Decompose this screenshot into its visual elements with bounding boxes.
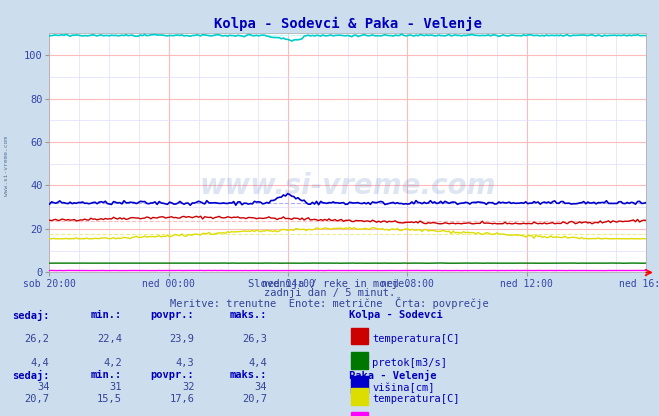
Text: Kolpa - Sodevci: Kolpa - Sodevci: [349, 310, 443, 320]
Text: 20,7: 20,7: [242, 394, 267, 404]
Text: temperatura[C]: temperatura[C]: [372, 394, 460, 404]
Text: www.si-vreme.com: www.si-vreme.com: [200, 172, 496, 201]
Text: www.si-vreme.com: www.si-vreme.com: [4, 136, 9, 196]
Text: min.:: min.:: [91, 310, 122, 320]
Text: Paka - Velenje: Paka - Velenje: [349, 370, 437, 381]
Text: 31: 31: [109, 382, 122, 392]
Title: Kolpa - Sodevci & Paka - Velenje: Kolpa - Sodevci & Paka - Velenje: [214, 17, 482, 31]
Text: sedaj:: sedaj:: [12, 370, 49, 381]
Text: sedaj:: sedaj:: [12, 310, 49, 321]
Text: povpr.:: povpr.:: [151, 370, 194, 380]
Text: višina[cm]: višina[cm]: [372, 382, 435, 393]
Text: 23,9: 23,9: [169, 334, 194, 344]
Text: 4,2: 4,2: [103, 358, 122, 368]
Text: min.:: min.:: [91, 370, 122, 380]
Text: 15,5: 15,5: [97, 394, 122, 404]
Text: 20,7: 20,7: [24, 394, 49, 404]
Text: 4,3: 4,3: [176, 358, 194, 368]
Text: maks.:: maks.:: [229, 370, 267, 380]
Text: zadnji dan / 5 minut.: zadnji dan / 5 minut.: [264, 288, 395, 298]
Text: maks.:: maks.:: [229, 310, 267, 320]
Text: Meritve: trenutne  Enote: metrične  Črta: povprečje: Meritve: trenutne Enote: metrične Črta: …: [170, 297, 489, 309]
Text: 34: 34: [37, 382, 49, 392]
Text: 22,4: 22,4: [97, 334, 122, 344]
Text: 4,4: 4,4: [248, 358, 267, 368]
Text: 32: 32: [182, 382, 194, 392]
Text: pretok[m3/s]: pretok[m3/s]: [372, 358, 447, 368]
Text: temperatura[C]: temperatura[C]: [372, 334, 460, 344]
Text: 26,2: 26,2: [24, 334, 49, 344]
Text: povpr.:: povpr.:: [151, 310, 194, 320]
Text: 34: 34: [254, 382, 267, 392]
Text: 17,6: 17,6: [169, 394, 194, 404]
Text: 4,4: 4,4: [31, 358, 49, 368]
Text: Slovenija / reke in morje.: Slovenija / reke in morje.: [248, 279, 411, 289]
Text: 26,3: 26,3: [242, 334, 267, 344]
